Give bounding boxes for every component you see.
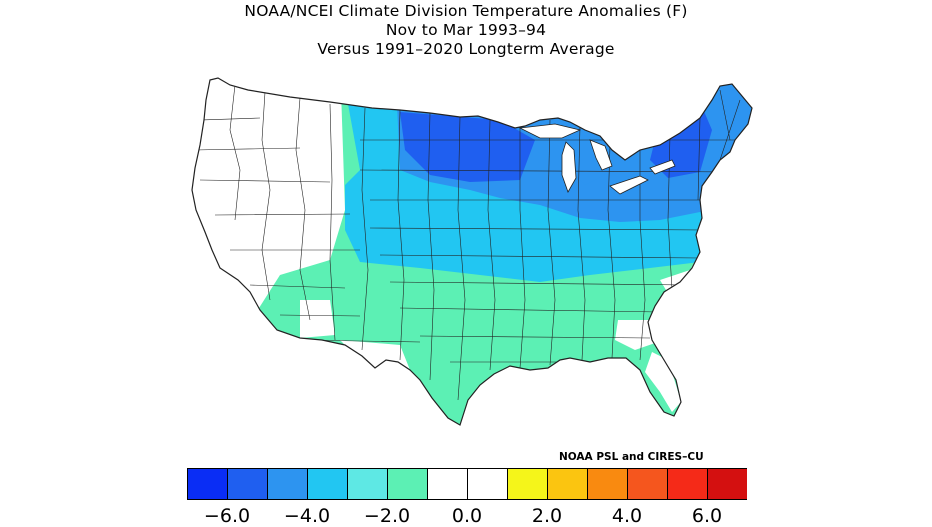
division-boundaries (194, 84, 752, 401)
map-title: NOAA/NCEI Climate Division Temperature A… (244, 2, 688, 20)
legend-tick-label: −2.0 (363, 505, 411, 527)
legend-swatch (347, 468, 388, 500)
legend-tick-label: 6.0 (691, 505, 723, 527)
legend-swatch (667, 468, 708, 500)
legend-swatch (387, 468, 428, 500)
great-lakes (518, 123, 676, 195)
legend-swatch (227, 468, 268, 500)
legend-swatch (467, 468, 508, 500)
legend-swatch (587, 468, 628, 500)
legend-swatch (507, 468, 548, 500)
map-period: Nov to Mar 1993–94 (385, 21, 547, 39)
legend-swatch (187, 468, 228, 500)
legend-swatch (307, 468, 348, 500)
legend-swatch (427, 468, 468, 500)
anomaly-fill-layer (192, 78, 752, 425)
color-legend (187, 468, 747, 500)
legend-tick-label: −4.0 (283, 505, 331, 527)
map-baseline: Versus 1991–2020 Longterm Average (317, 40, 615, 58)
legend-tick-label: 2.0 (531, 505, 563, 527)
legend-swatch (547, 468, 588, 500)
legend-swatch (707, 468, 747, 500)
legend-tick-label: −6.0 (203, 505, 251, 527)
legend-swatch (627, 468, 668, 500)
legend-tick-label: 4.0 (611, 505, 643, 527)
legend-swatch (267, 468, 308, 500)
data-credit: NOAA PSL and CIRES–CU (559, 451, 704, 463)
legend-tick-label: 0.0 (451, 505, 483, 527)
